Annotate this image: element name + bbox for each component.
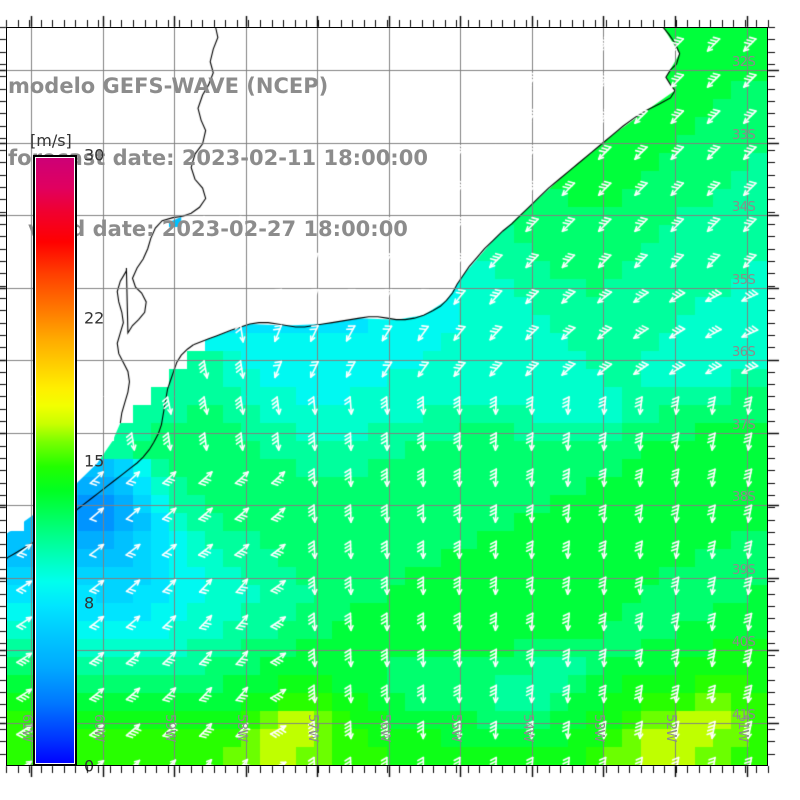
colorbar-tick-30: 30 xyxy=(84,145,105,165)
longitude-label: 56W xyxy=(376,714,392,742)
longitude-label: 52W xyxy=(662,714,678,742)
colorbar-tick-0: 0 xyxy=(84,756,95,776)
longitude-label: 58W xyxy=(233,714,249,742)
colorbar-unit-label: [m/s] xyxy=(30,131,72,150)
title-model: modelo GEFS-WAVE (NCEP) xyxy=(8,74,329,99)
longitude-label: 54W xyxy=(519,714,535,742)
longitude-label: 55W xyxy=(448,714,464,742)
latitude-label: 38S xyxy=(732,490,756,506)
longitude-label: 59W xyxy=(162,714,178,742)
colorbar-tick-15: 15 xyxy=(84,451,105,470)
latitude-label: 37S xyxy=(732,417,756,433)
colorbar-tick-22: 22 xyxy=(84,308,105,328)
colorbar-gradient xyxy=(33,155,77,766)
latitude-label: 36S xyxy=(732,345,756,361)
longitude-label: 53W xyxy=(591,714,607,742)
colorbar-tick-8: 8 xyxy=(84,593,95,613)
colorbar[interactable] xyxy=(33,155,77,766)
latitude-label: 35S xyxy=(732,272,756,288)
longitude-label: 60W xyxy=(90,714,106,742)
longitude-label: 61W xyxy=(19,714,35,742)
colorbar-inner-border xyxy=(35,157,75,764)
latitude-label: 39S xyxy=(732,562,756,578)
latitude-label: 34S xyxy=(732,200,756,216)
latitude-label: 40S xyxy=(732,635,756,651)
longitude-label: 51W xyxy=(734,714,750,742)
latitude-label: 32S xyxy=(732,55,756,71)
longitude-label: 57W xyxy=(305,714,321,742)
latitude-label: 33S xyxy=(732,127,756,143)
